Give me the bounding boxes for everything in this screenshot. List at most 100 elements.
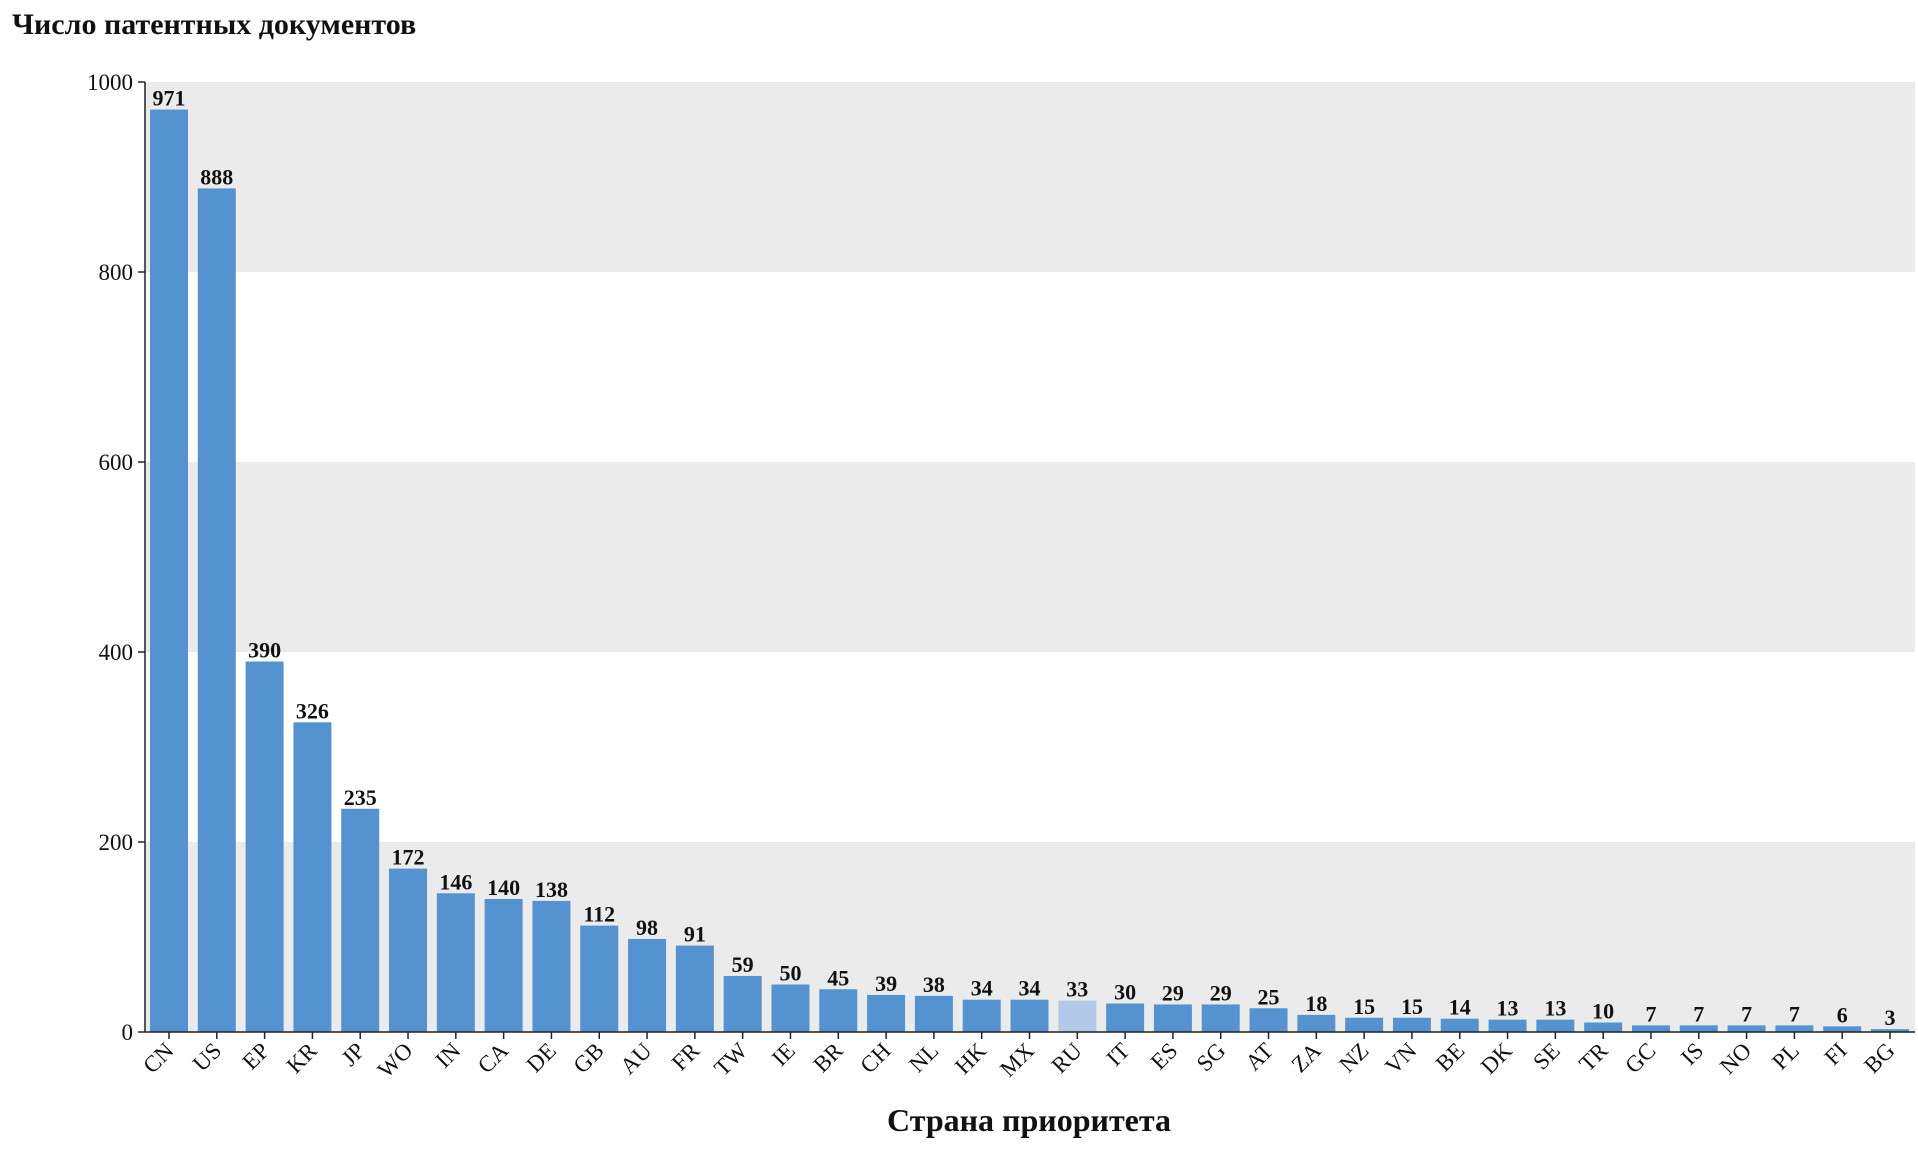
bar-fi (1823, 1026, 1862, 1032)
value-label-wo: 172 (392, 845, 425, 870)
value-label-ep: 390 (248, 638, 281, 663)
category-label-it: IT (1102, 1038, 1135, 1071)
category-label-mx: MX (995, 1038, 1039, 1082)
category-label-gc: GC (1620, 1038, 1660, 1078)
value-label-cn: 971 (153, 86, 186, 111)
grid-band (145, 462, 1915, 652)
bar-kr (293, 722, 332, 1032)
category-label-is: IS (1676, 1038, 1708, 1070)
value-label-de: 138 (535, 877, 568, 902)
value-label-sg: 29 (1210, 980, 1232, 1005)
category-label-ca: CA (473, 1038, 514, 1079)
bar-wo (389, 868, 428, 1032)
category-label-za: ZA (1287, 1038, 1327, 1078)
bar-gc (1631, 1025, 1670, 1032)
bar-be (1440, 1018, 1479, 1032)
value-label-ie: 50 (779, 961, 801, 986)
value-label-vn: 15 (1401, 994, 1423, 1019)
bar-at (1249, 1008, 1288, 1032)
category-label-nz: NZ (1334, 1038, 1373, 1077)
bar-it (1106, 1003, 1145, 1032)
value-label-kr: 326 (296, 698, 329, 723)
category-label-ru: RU (1047, 1038, 1088, 1079)
bar-bg (1871, 1029, 1909, 1032)
bar-is (1679, 1025, 1718, 1032)
value-label-dk: 13 (1497, 996, 1519, 1021)
y-tick-label: 200 (99, 830, 134, 855)
value-label-be: 14 (1449, 995, 1471, 1020)
bar-ca (484, 899, 523, 1032)
value-label-pl: 7 (1789, 1001, 1800, 1026)
y-axis-label: Число патентных документов (12, 8, 416, 41)
category-label-bg: BG (1859, 1038, 1899, 1078)
category-label-tw: TW (709, 1038, 752, 1081)
bar-ch (867, 994, 906, 1032)
bar-hk (962, 999, 1001, 1032)
x-axis-label: Страна приоритета (887, 1102, 1171, 1138)
category-label-nl: NL (904, 1038, 943, 1077)
value-label-fr: 91 (684, 922, 706, 947)
category-label-fr: FR (667, 1037, 705, 1075)
value-label-at: 25 (1258, 984, 1280, 1009)
bar-us (197, 188, 236, 1032)
category-label-in: IN (431, 1038, 466, 1073)
bar-za (1297, 1014, 1336, 1032)
bar-au (628, 938, 667, 1032)
value-label-br: 45 (827, 965, 849, 990)
bar-in (436, 893, 475, 1032)
bar-ru (1058, 1000, 1097, 1032)
value-label-tr: 10 (1592, 999, 1614, 1024)
bar-br (819, 989, 858, 1032)
value-label-au: 98 (636, 915, 658, 940)
bar-ep (245, 661, 284, 1032)
value-label-bg: 3 (1885, 1005, 1896, 1030)
category-label-cn: CN (138, 1038, 179, 1079)
bar-ie (771, 984, 810, 1032)
bar-nl (914, 995, 953, 1032)
value-label-it: 30 (1114, 980, 1136, 1005)
value-label-in: 146 (439, 869, 472, 894)
category-label-es: ES (1146, 1038, 1183, 1075)
category-label-fi: FI (1820, 1038, 1852, 1070)
category-label-gb: GB (569, 1038, 609, 1078)
category-label-dk: DK (1476, 1038, 1517, 1079)
value-label-gc: 7 (1645, 1001, 1656, 1026)
bar-es (1153, 1004, 1192, 1032)
category-label-at: AT (1240, 1038, 1278, 1076)
category-label-se: SE (1528, 1038, 1565, 1075)
value-label-es: 29 (1162, 980, 1184, 1005)
category-label-sg: SG (1192, 1038, 1230, 1076)
value-label-nz: 15 (1353, 994, 1375, 1019)
value-label-jp: 235 (344, 785, 377, 810)
bar-mx (1010, 999, 1049, 1032)
bar-gb (580, 925, 619, 1032)
category-label-ep: EP (237, 1038, 274, 1075)
category-label-hk: HK (950, 1038, 991, 1079)
bar-vn (1392, 1017, 1431, 1032)
value-label-ch: 39 (875, 971, 897, 996)
value-label-us: 888 (200, 164, 233, 189)
y-tick-label: 400 (99, 640, 134, 665)
category-label-pl: PL (1767, 1038, 1804, 1075)
value-label-ca: 140 (487, 875, 520, 900)
category-label-kr: KR (282, 1037, 323, 1078)
category-label-br: BR (808, 1037, 848, 1077)
bar-fr (675, 945, 714, 1032)
bar-tr (1584, 1022, 1623, 1032)
background-bands (145, 82, 1915, 1032)
bar-tw (723, 975, 762, 1032)
value-label-is: 7 (1693, 1001, 1704, 1026)
bar-sg (1201, 1004, 1240, 1032)
bar-pl (1775, 1025, 1814, 1032)
y-axis: 0 200 400 600 800 1000 (87, 70, 146, 1045)
category-label-ch: CH (855, 1038, 895, 1078)
category-label-no: NO (1715, 1038, 1756, 1079)
category-label-vn: VN (1380, 1038, 1421, 1079)
value-label-hk: 34 (971, 976, 993, 1001)
bar-nz (1345, 1017, 1384, 1032)
category-label-tr: TR (1574, 1037, 1613, 1076)
bar-se (1536, 1019, 1575, 1032)
category-label-be: BE (1431, 1038, 1469, 1076)
